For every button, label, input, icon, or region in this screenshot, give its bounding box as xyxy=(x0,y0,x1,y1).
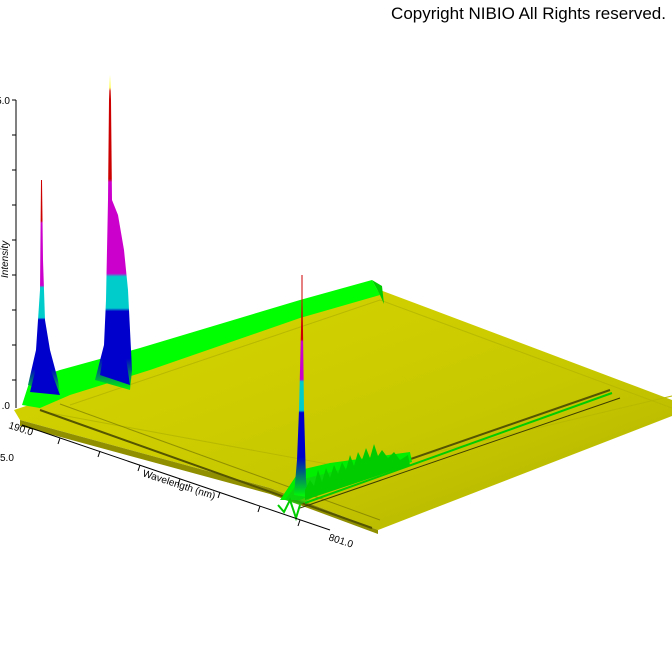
z-tick-max: 5.0 xyxy=(0,96,10,107)
noise-region xyxy=(277,444,410,522)
x-tick-end: 801.0 xyxy=(327,532,355,550)
copyright-notice: Copyright NIBIO All Rights reserved. xyxy=(391,4,666,23)
depth-axis-tick: 5.0 xyxy=(0,453,14,464)
z-tick-zero: .0 xyxy=(2,401,11,412)
peak-3 xyxy=(294,275,308,497)
peak-2 xyxy=(95,75,132,390)
peak-1 xyxy=(28,180,60,395)
z-axis-title: Intensity xyxy=(0,240,11,278)
spectral-surface xyxy=(14,290,672,534)
wavelength-axis xyxy=(21,424,331,531)
intensity-axis xyxy=(12,99,17,408)
